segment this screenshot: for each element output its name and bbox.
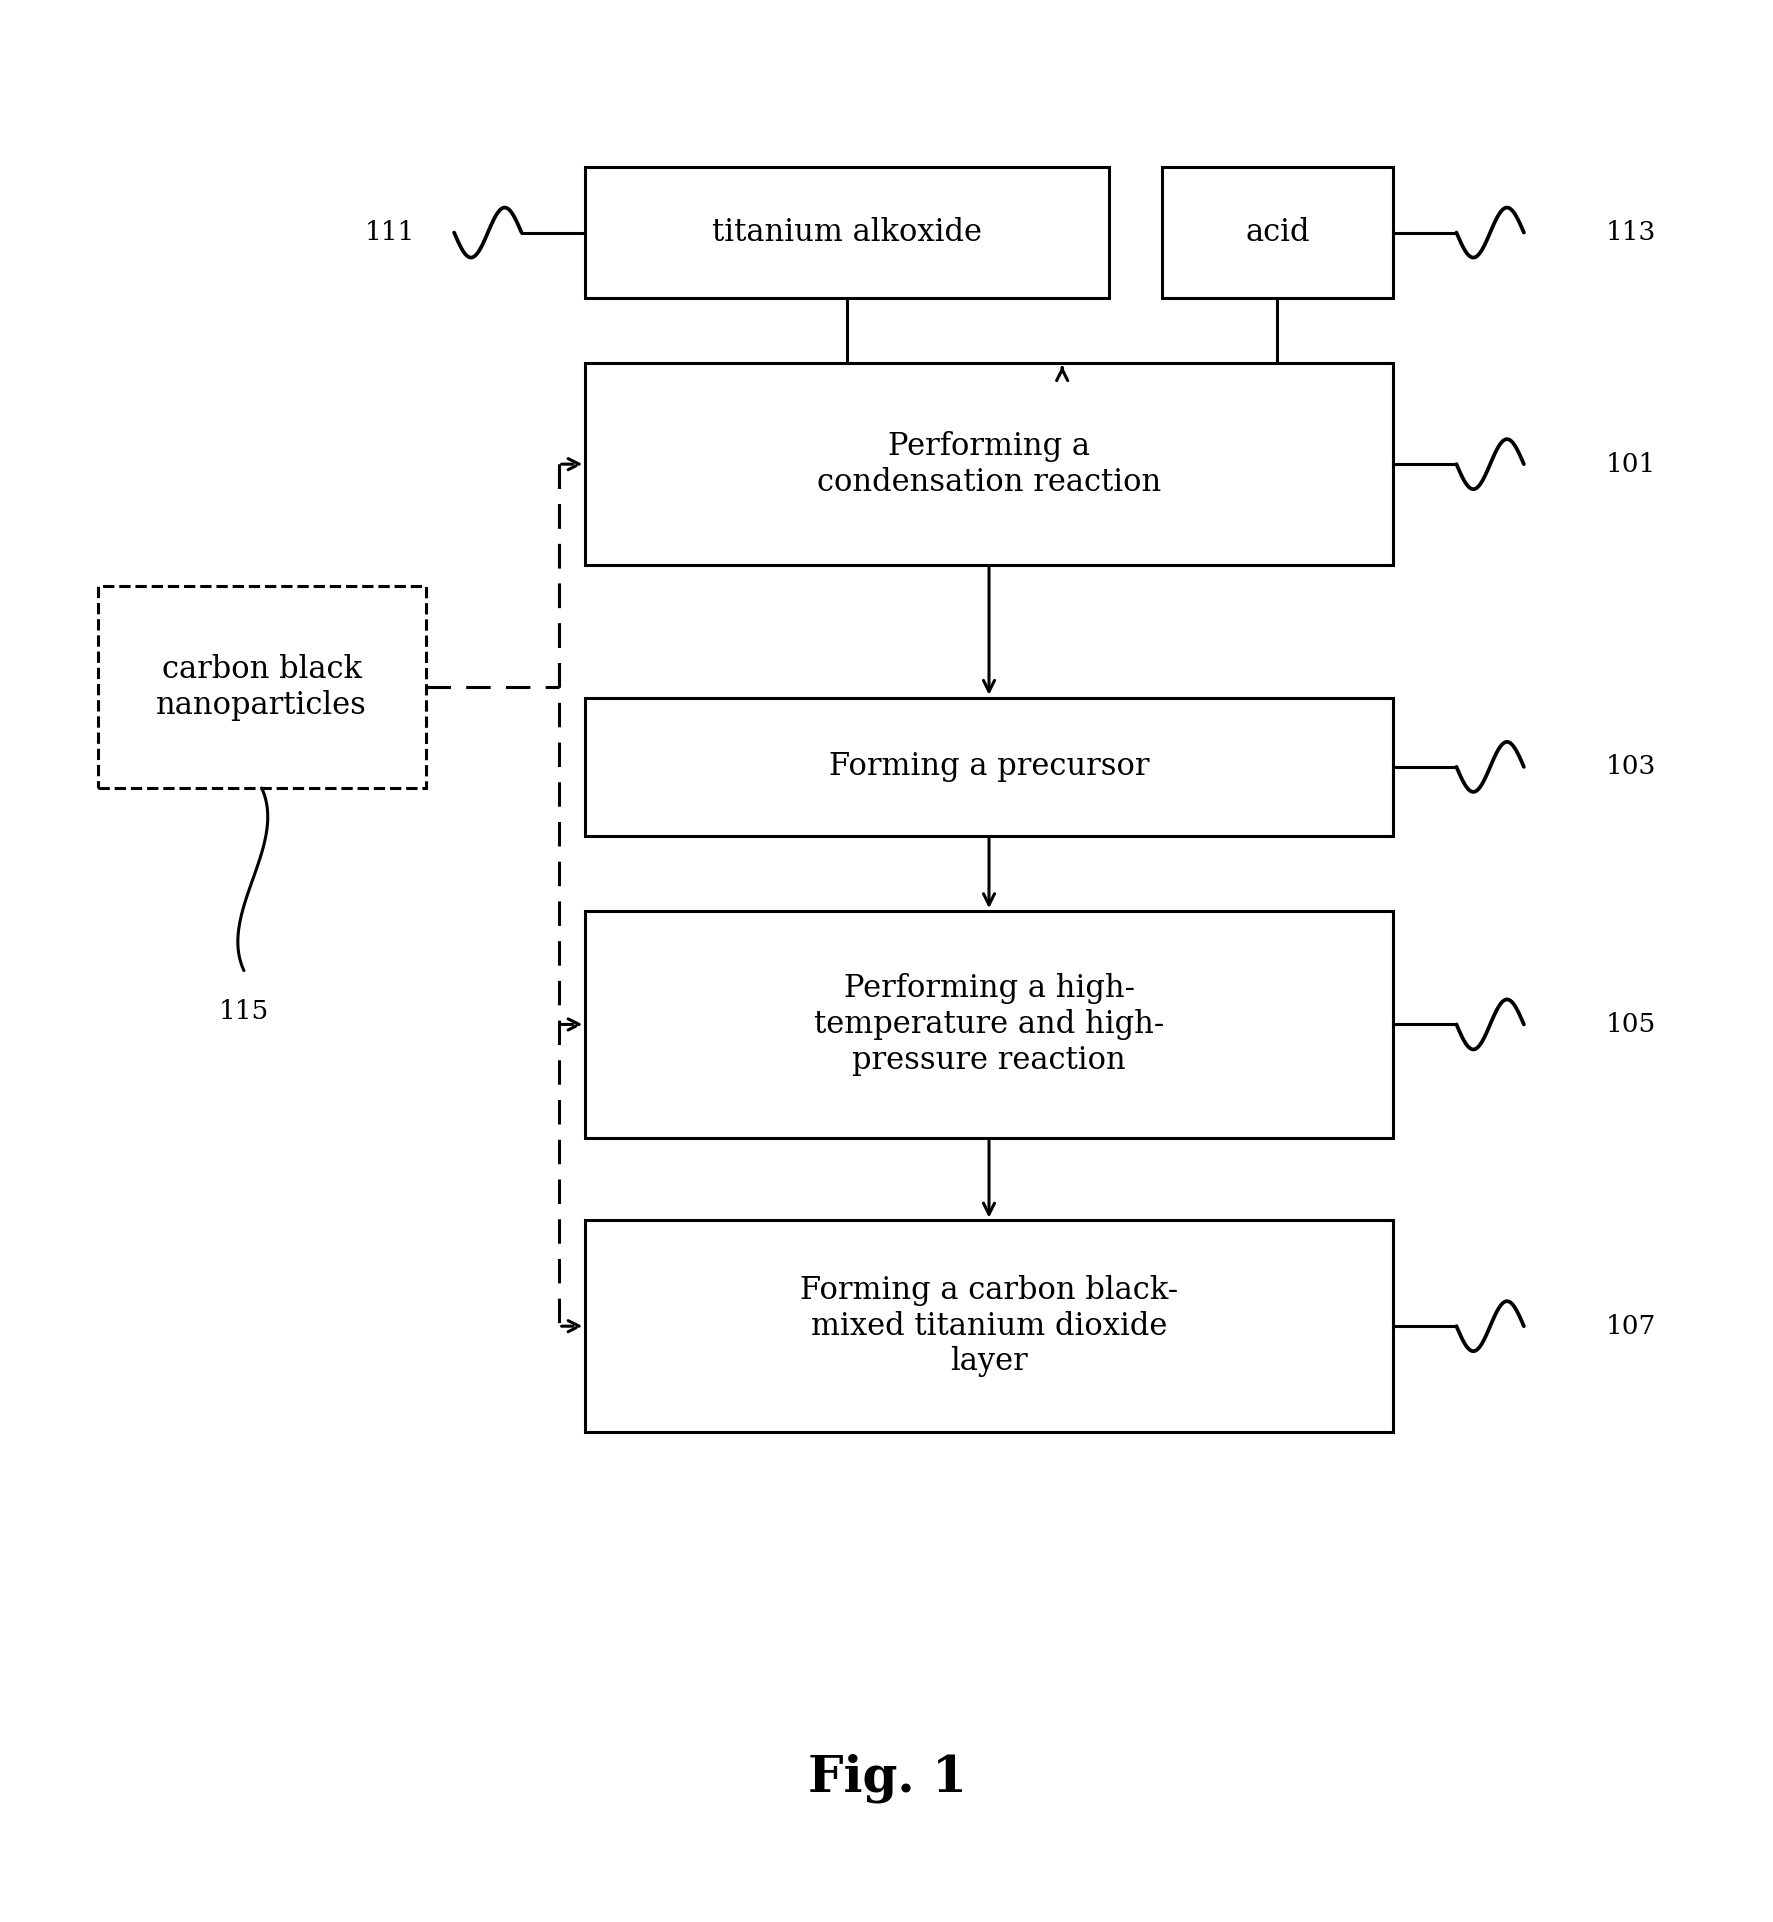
Text: acid: acid xyxy=(1245,217,1308,248)
Text: 105: 105 xyxy=(1605,1011,1654,1038)
Text: carbon black
nanoparticles: carbon black nanoparticles xyxy=(156,653,367,721)
Text: Performing a high-
temperature and high-
pressure reaction: Performing a high- temperature and high-… xyxy=(814,973,1163,1076)
Text: 115: 115 xyxy=(218,999,269,1024)
Text: Forming a precursor: Forming a precursor xyxy=(828,752,1149,782)
Text: 101: 101 xyxy=(1605,452,1654,477)
Text: Forming a carbon black-
mixed titanium dioxide
layer: Forming a carbon black- mixed titanium d… xyxy=(800,1274,1177,1378)
Text: 113: 113 xyxy=(1605,219,1654,246)
FancyBboxPatch shape xyxy=(585,698,1392,836)
Text: 111: 111 xyxy=(365,219,415,246)
Text: titanium alkoxide: titanium alkoxide xyxy=(711,217,982,248)
Text: 107: 107 xyxy=(1605,1313,1654,1340)
FancyBboxPatch shape xyxy=(1161,167,1392,298)
FancyBboxPatch shape xyxy=(585,363,1392,565)
Text: 103: 103 xyxy=(1605,753,1654,780)
Text: Performing a
condensation reaction: Performing a condensation reaction xyxy=(816,431,1161,498)
FancyBboxPatch shape xyxy=(585,167,1108,298)
FancyBboxPatch shape xyxy=(585,1220,1392,1432)
Text: Fig. 1: Fig. 1 xyxy=(807,1753,966,1803)
FancyBboxPatch shape xyxy=(98,586,426,788)
FancyBboxPatch shape xyxy=(585,911,1392,1138)
